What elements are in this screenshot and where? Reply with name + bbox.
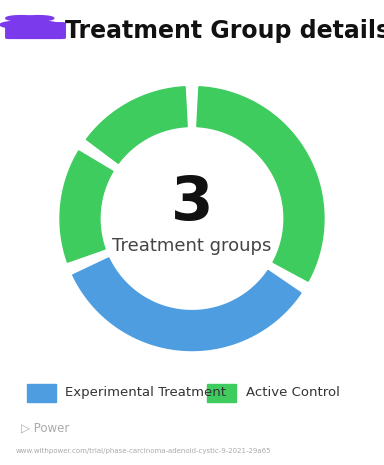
Text: ▷ Power: ▷ Power — [21, 422, 70, 435]
FancyBboxPatch shape — [6, 23, 65, 39]
Circle shape — [17, 21, 60, 28]
FancyBboxPatch shape — [207, 384, 236, 402]
Text: Treatment Group details: Treatment Group details — [65, 19, 384, 43]
Circle shape — [0, 21, 42, 28]
Text: Experimental Treatment: Experimental Treatment — [65, 385, 226, 399]
Polygon shape — [73, 258, 301, 351]
Text: www.withpower.com/trial/phase-carcinoma-adenoid-cystic-9-2021-29a65: www.withpower.com/trial/phase-carcinoma-… — [15, 448, 271, 454]
Text: Active Control: Active Control — [246, 385, 339, 399]
Text: 3: 3 — [171, 174, 213, 232]
Polygon shape — [86, 87, 187, 163]
FancyBboxPatch shape — [27, 384, 56, 402]
Polygon shape — [60, 151, 113, 262]
Polygon shape — [197, 87, 324, 281]
Text: Treatment groups: Treatment groups — [112, 237, 272, 255]
Circle shape — [23, 16, 54, 21]
Circle shape — [6, 16, 36, 21]
